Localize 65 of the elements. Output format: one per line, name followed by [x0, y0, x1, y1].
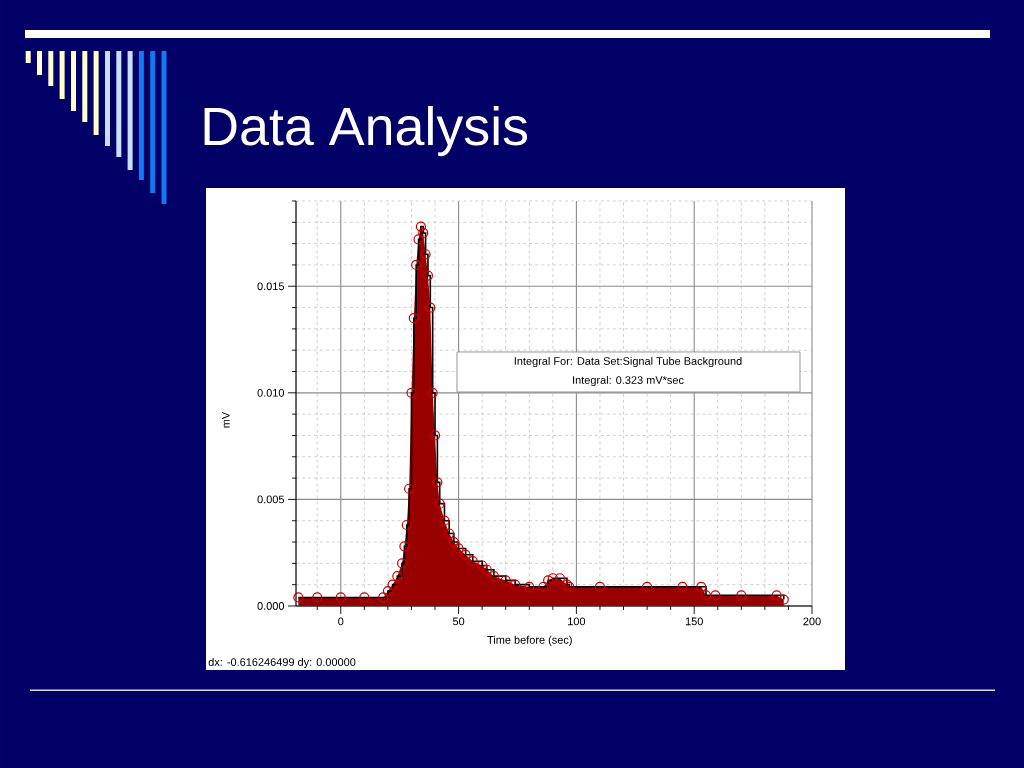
point [510, 579, 521, 590]
point [359, 592, 370, 603]
point [710, 590, 721, 601]
point [399, 541, 410, 552]
text: dx: -0.616246499 dy: 0.00000 [208, 657, 356, 669]
point [434, 498, 445, 509]
point [378, 592, 389, 603]
point [700, 590, 712, 601]
point [543, 575, 554, 586]
annotation: Integral: 0.323 mV*sec [573, 375, 684, 387]
point [422, 270, 434, 281]
x-tick-label: 100 [568, 617, 586, 626]
point [432, 477, 443, 488]
point [677, 581, 688, 592]
point [382, 585, 393, 597]
point [427, 387, 438, 398]
point [401, 519, 412, 531]
point [594, 581, 606, 592]
point [696, 581, 707, 592]
point [408, 313, 419, 324]
point [453, 543, 464, 554]
point [392, 571, 403, 582]
point [547, 573, 558, 584]
point [425, 302, 436, 313]
x-tick-label: 0 [338, 617, 344, 626]
point [460, 549, 471, 560]
y-tick-label: 0.000 [257, 602, 285, 610]
point [477, 560, 488, 571]
point [404, 483, 415, 494]
point [554, 573, 565, 584]
point [420, 249, 431, 260]
y-axis-title: mV [222, 411, 230, 428]
point [429, 430, 441, 441]
point [500, 575, 511, 586]
point [444, 528, 455, 539]
annotation: Integral For: Data Set:Signal Tube Background [514, 356, 742, 368]
point [736, 590, 747, 601]
y-tick-label: 0.005 [257, 495, 285, 504]
x-axis-title: Time before (sec) [487, 635, 572, 646]
point [538, 581, 549, 592]
y-tick-label: 0.010 [257, 388, 285, 397]
x-tick-label: 200 [803, 617, 821, 626]
point [778, 594, 789, 605]
point [411, 259, 422, 271]
point [467, 556, 478, 567]
point [481, 564, 492, 575]
point [418, 227, 429, 239]
point [312, 592, 323, 603]
point [396, 558, 408, 569]
x-tick-label: 50 [452, 617, 465, 626]
point [406, 387, 417, 398]
y-tick-label: 0.015 [257, 282, 285, 291]
point [488, 571, 500, 582]
chart-title: Data Analysis [204, 106, 528, 157]
point [448, 536, 459, 548]
point [335, 592, 346, 603]
point [387, 579, 398, 590]
point [771, 590, 782, 601]
point [293, 592, 304, 603]
point [439, 515, 450, 526]
point [413, 234, 424, 245]
point [641, 581, 653, 592]
point [415, 221, 426, 232]
point [524, 581, 535, 592]
x-tick-label: 150 [685, 617, 703, 626]
